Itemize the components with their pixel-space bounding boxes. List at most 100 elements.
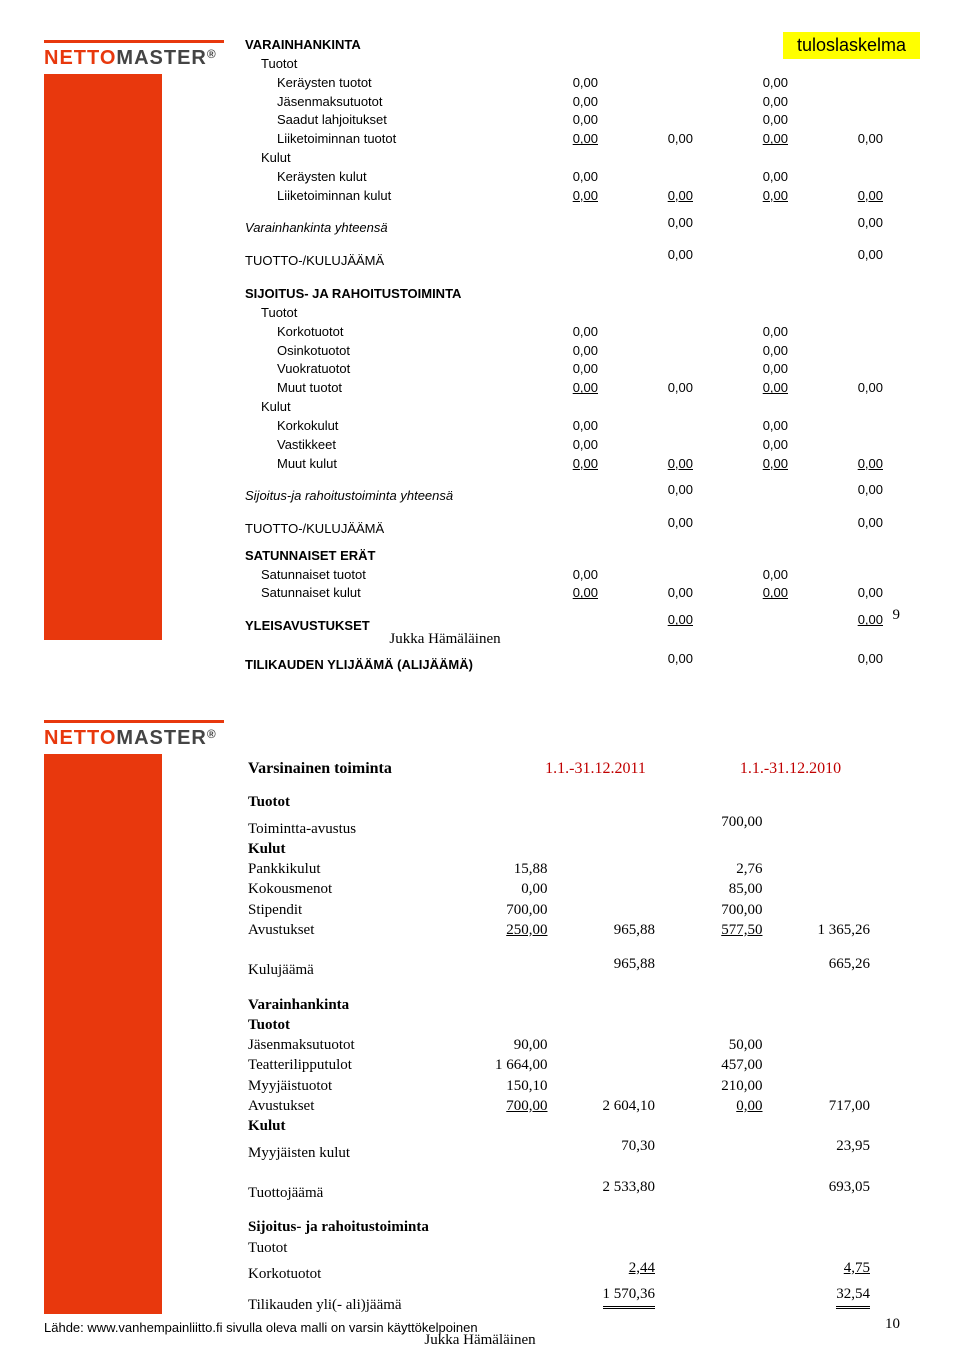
row-label: Tuottojäämä — [248, 1183, 458, 1203]
cell: 32,54 — [836, 1284, 870, 1308]
cell — [810, 323, 905, 342]
cell — [458, 1284, 566, 1308]
cell — [673, 1136, 781, 1156]
table-row: Muut tuotot0,000,000,000,00 — [245, 379, 905, 398]
cell: 0,00 — [810, 214, 905, 233]
cell — [673, 1258, 781, 1278]
cell: 0,00 — [810, 481, 905, 500]
row-label: Teatterilipputulot — [248, 1055, 458, 1075]
table-row: TILIKAUDEN YLIJÄÄMÄ (ALIJÄÄMÄ)0,000,00 — [245, 650, 905, 675]
row-label: Pankkikulut — [248, 859, 458, 879]
cell: 15,88 — [458, 859, 566, 879]
cell: 0,00 — [525, 417, 620, 436]
table-row: Saadut lahjoitukset0,000,00 — [245, 111, 905, 130]
row-label: Jäsenmaksutuotot — [245, 93, 525, 112]
cell — [620, 111, 715, 130]
cell: 0,00 — [858, 456, 883, 471]
logo-netto: NETTO — [44, 47, 116, 69]
table-row: Sijoitus-ja rahoitustoiminta yhteensä0,0… — [245, 481, 905, 506]
cell — [566, 1035, 674, 1055]
cell: 0,00 — [573, 456, 598, 471]
row-label: Varainhankinta yhteensä — [245, 219, 525, 238]
row-label: Vastikkeet — [245, 436, 525, 455]
cell — [810, 417, 905, 436]
cell: 0,00 — [715, 93, 810, 112]
row-label: TUOTTO-/KULUJÄÄMÄ — [245, 252, 525, 271]
table-row: Avustukset700,002 604,100,00717,00 — [248, 1096, 888, 1116]
cell: 0,00 — [715, 342, 810, 361]
cell: 0,00 — [715, 360, 810, 379]
cell — [458, 1136, 566, 1156]
cell — [810, 111, 905, 130]
cell: 0,00 — [573, 380, 598, 395]
cell — [781, 1055, 889, 1075]
table-row: Teatterilipputulot1 664,00457,00 — [248, 1055, 888, 1075]
cell: 0,00 — [525, 74, 620, 93]
cell: 0,00 — [458, 879, 566, 899]
row-label: Vuokratuotot — [245, 360, 525, 379]
cell: 0,00 — [715, 111, 810, 130]
cell: 0,00 — [810, 246, 905, 265]
cell — [525, 214, 620, 233]
cell: 0,00 — [763, 131, 788, 146]
cell: 0,00 — [620, 130, 715, 149]
cell: 0,00 — [620, 514, 715, 533]
cell — [458, 954, 566, 974]
cell: 23,95 — [781, 1136, 889, 1156]
section-title: SIJOITUS- JA RAHOITUSTOIMINTA — [245, 285, 525, 304]
cell — [620, 417, 715, 436]
cell — [715, 481, 810, 500]
row-label: Kulujäämä — [248, 960, 458, 980]
cell: 0,00 — [810, 650, 905, 669]
row-label: Tilikauden yli(- ali)jäämä — [248, 1295, 458, 1315]
subheading: Tuotot — [245, 304, 525, 323]
row-label: Toimintta-avustus — [248, 819, 458, 839]
cell — [810, 436, 905, 455]
cell: 0,00 — [525, 436, 620, 455]
row-label: Osinkotuotot — [245, 342, 525, 361]
row-label: TUOTTO-/KULUJÄÄMÄ — [245, 520, 525, 539]
subheading: Tuotot — [248, 1238, 458, 1258]
cell — [673, 954, 781, 974]
table-row: Stipendit700,00700,00 — [248, 900, 888, 920]
author-name: Jukka Hämäläinen — [245, 631, 645, 648]
cell: 0,00 — [858, 188, 883, 203]
row-label: Satunnaiset kulut — [245, 584, 525, 603]
cell: 700,00 — [673, 812, 781, 832]
cell: 700,00 — [458, 900, 566, 920]
row-label: TILIKAUDEN YLIJÄÄMÄ (ALIJÄÄMÄ) — [245, 656, 525, 675]
slide1-content: VARAINHANKINTA Tuotot Keräysten tuotot0,… — [245, 36, 905, 675]
subheading: Tuotot — [248, 792, 458, 812]
cell: 0,00 — [715, 566, 810, 585]
slide2-content: Varsinainen toiminta 1.1.-31.12.2011 1.1… — [248, 760, 888, 1315]
cell: 700,00 — [506, 1098, 547, 1114]
cell: 0,00 — [525, 323, 620, 342]
logo-netto: NETTO — [44, 727, 116, 749]
cell — [715, 611, 810, 630]
section-title: SATUNNAISET ERÄT — [245, 547, 525, 566]
cell: 0,00 — [525, 93, 620, 112]
table-row: Vastikkeet0,000,00 — [245, 436, 905, 455]
cell: 0,00 — [810, 514, 905, 533]
cell: 0,00 — [525, 566, 620, 585]
cell: 2,76 — [673, 859, 781, 879]
cell — [458, 812, 566, 832]
cell: 0,00 — [810, 379, 905, 398]
cell: 0,00 — [668, 456, 693, 471]
row-label: Saadut lahjoitukset — [245, 111, 525, 130]
cell — [566, 1076, 674, 1096]
subheading: Kulut — [245, 398, 525, 417]
table-row: Jäsenmaksutuotot0,000,00 — [245, 93, 905, 112]
cell: 0,00 — [763, 380, 788, 395]
cell: 0,00 — [810, 584, 905, 603]
cell: 1 570,36 — [603, 1284, 656, 1308]
logo-line — [44, 40, 224, 43]
table-row: Varainhankinta yhteensä0,000,00 — [245, 214, 905, 239]
table-row: Tilikauden yli(- ali)jäämä 1 570,36 32,54 — [248, 1284, 888, 1315]
period-1: 1.1.-31.12.2011 — [498, 760, 693, 778]
logo-reg: ® — [207, 727, 217, 741]
logo-line — [44, 720, 224, 723]
cell: 90,00 — [458, 1035, 566, 1055]
cell: 0,00 — [858, 612, 883, 627]
cell — [566, 1055, 674, 1075]
